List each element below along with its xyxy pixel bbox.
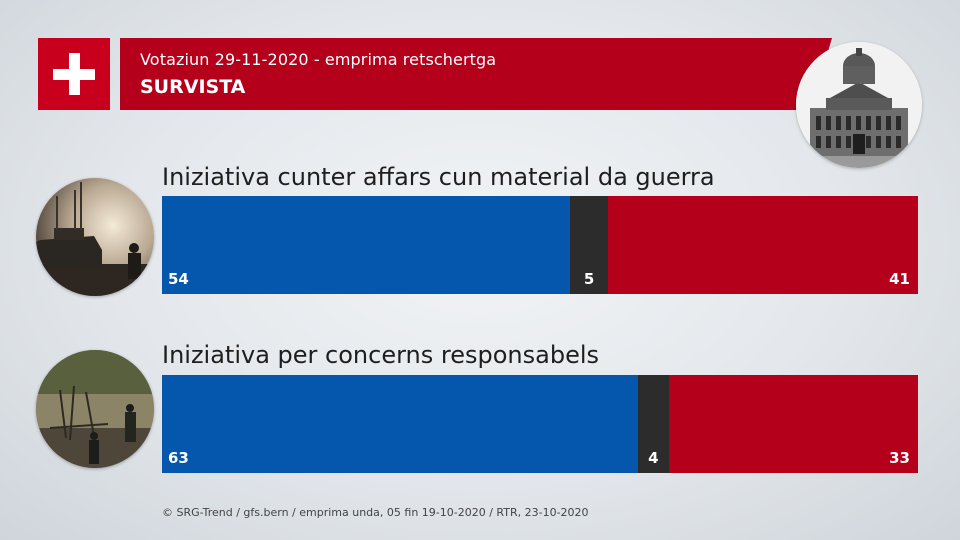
bar-1-undecided-value: 5 (583, 270, 595, 288)
soldiers-tank-illustration (36, 178, 154, 296)
header-subtitle: Votaziun 29-11-2020 - emprima retschertg… (140, 50, 497, 69)
stacked-bar-1: 54 5 41 (162, 196, 918, 294)
header-banner: Votaziun 29-11-2020 - emprima retschertg… (120, 38, 832, 110)
source-note: © SRG-Trend / gfs.bern / emprima unda, 0… (162, 506, 589, 519)
mining-site-illustration (36, 350, 154, 468)
bar-2-undecided-segment: 4 (638, 375, 669, 473)
bar-1-no-segment: 41 (608, 196, 918, 294)
bar-2-no-segment: 33 (668, 375, 918, 473)
federal-palace-photo (796, 42, 922, 168)
bar-1-undecided-segment: 5 (570, 196, 609, 294)
soldiers-tank-photo (36, 178, 154, 296)
bar-1-no-value: 41 (889, 270, 910, 288)
bar-2-no-value: 33 (889, 449, 910, 467)
swiss-flag-icon (38, 38, 110, 110)
question-label-1: Iniziativa cunter affars cun material da… (162, 163, 715, 191)
bar-2-yes-segment: 63 (162, 375, 639, 473)
question-label-2: Iniziativa per concerns responsabels (162, 341, 600, 369)
flag-cross-horizontal (53, 69, 95, 80)
stacked-bar-2: 63 4 33 (162, 375, 918, 473)
bar-1-yes-value: 54 (168, 270, 189, 288)
federal-palace-illustration (796, 42, 922, 168)
bar-1-yes-segment: 54 (162, 196, 571, 294)
bar-2-yes-value: 63 (168, 449, 189, 467)
header-title: SURVISTA (140, 76, 246, 98)
mining-site-photo (36, 350, 154, 468)
bar-2-undecided-value: 4 (648, 449, 659, 467)
